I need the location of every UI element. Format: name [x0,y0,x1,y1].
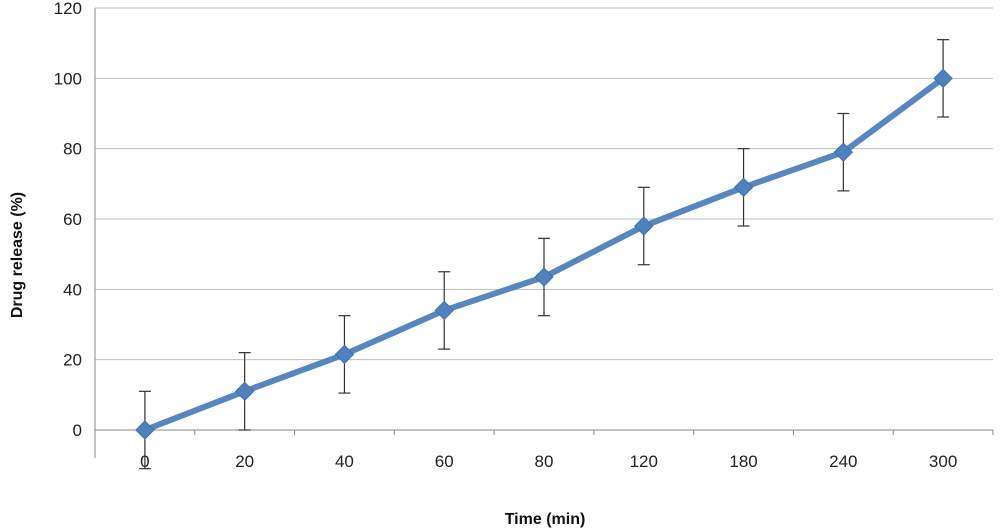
x-tick-label: 20 [235,452,254,471]
error-bars [138,39,950,470]
x-tick-labels: 0 20 40 60 80 120 180 240 300 [140,452,957,471]
x-tick-label: 40 [335,452,354,471]
x-tick-label: 80 [535,452,554,471]
data-point-marker [634,216,654,236]
x-tick-label: 300 [929,452,957,471]
y-tick-label: 60 [63,210,82,229]
y-tick-label: 40 [63,280,82,299]
y-tick-label: 20 [63,351,82,370]
y-tick-label: 0 [73,421,82,440]
y-tick-label: 100 [54,69,82,88]
grid-lines [95,7,993,361]
data-point-marker [334,344,355,365]
data-point-marker [534,267,554,287]
data-point-marker [833,142,854,162]
y-tick-label: 80 [63,140,82,159]
x-axis-title: Time (min) [505,511,586,528]
x-tick-label: 240 [829,452,857,471]
series-markers [135,68,953,440]
x-tick-label: 180 [729,452,757,471]
data-point-marker [933,68,953,89]
axes [94,8,994,458]
x-tick-label: 60 [435,452,454,471]
data-point-marker [434,300,454,321]
y-tick-labels: 0 20 40 60 80 100 120 [54,0,82,440]
data-point-marker [135,420,155,440]
x-tick-label: 120 [630,452,658,471]
y-tick-label: 120 [54,0,82,18]
y-axis-title: Drug release (%) [9,192,26,318]
data-point-marker [234,381,255,402]
data-point-marker [733,177,754,198]
